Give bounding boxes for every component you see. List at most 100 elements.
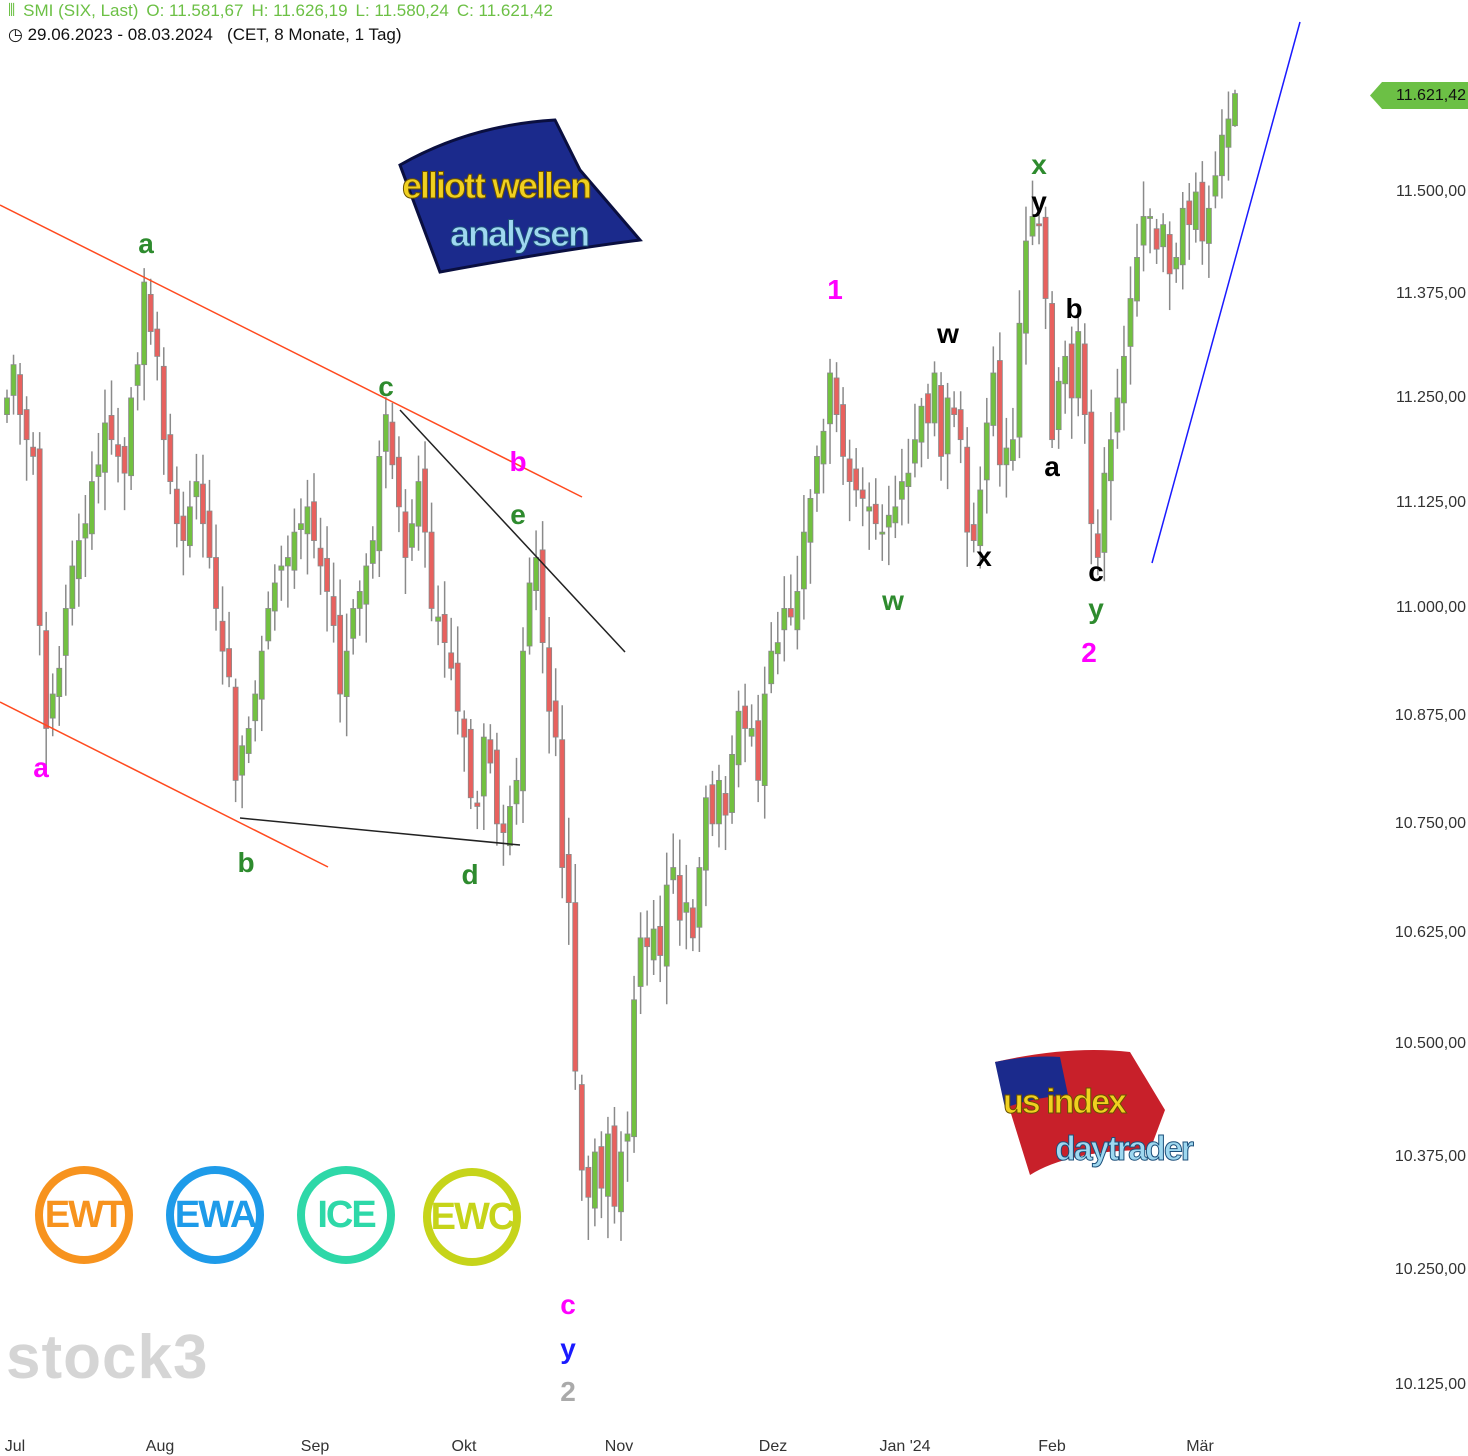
candle [800, 495, 807, 620]
candle [245, 716, 252, 764]
date-range[interactable]: 29.06.2023 - 08.03.2024 [27, 25, 213, 44]
candle-body [409, 523, 415, 548]
candle-body [624, 1133, 631, 1142]
candle [918, 397, 925, 468]
candle [1232, 89, 1238, 127]
wave-label: a [1044, 451, 1060, 482]
candle-body [265, 608, 272, 642]
candle [1121, 325, 1127, 431]
candle-body [905, 472, 912, 488]
candle [36, 432, 43, 656]
candle [356, 580, 363, 636]
candle [833, 362, 840, 433]
candle [565, 817, 572, 945]
candle-body [1186, 200, 1193, 226]
candle [402, 489, 409, 595]
candle [912, 403, 918, 478]
candle [108, 380, 115, 455]
candle [278, 545, 285, 601]
candle-body [846, 458, 853, 482]
candle [415, 455, 422, 551]
candle-body [219, 620, 226, 652]
candle-body [546, 647, 553, 712]
candle-body [62, 608, 69, 656]
candle [461, 710, 468, 772]
candle-body [337, 614, 344, 695]
candle [474, 790, 481, 830]
candle-body [774, 642, 781, 655]
candle-body [239, 745, 246, 776]
badge-text: EWA [174, 1193, 258, 1236]
candle-body [703, 797, 709, 871]
symbol-name[interactable]: SMI (SIX, Last) [23, 1, 139, 20]
candle-body [1147, 216, 1153, 219]
candle [885, 485, 892, 566]
y-tick-label: 10.125,00 [1394, 1376, 1466, 1394]
candle-body [1101, 472, 1108, 553]
candle [905, 438, 912, 524]
candle-body [474, 802, 481, 807]
candle [17, 363, 23, 445]
candle [1055, 367, 1062, 449]
candle-body [1140, 216, 1147, 246]
candle [990, 346, 997, 437]
candle-body [787, 608, 794, 618]
candle-body [1049, 303, 1056, 441]
candle [892, 475, 899, 539]
logo-text: elliott wellen [402, 165, 590, 206]
candle [853, 448, 860, 507]
candle [291, 508, 298, 589]
candle [409, 499, 415, 561]
candle [265, 591, 272, 650]
logo-text: daytrader [1055, 1130, 1194, 1168]
candle-body [709, 784, 716, 825]
candle-body [598, 1146, 605, 1189]
candle [761, 666, 768, 819]
candle [1147, 208, 1153, 254]
candle [173, 466, 180, 548]
candle-body [944, 397, 951, 455]
candle [480, 723, 487, 830]
candles-icon[interactable]: ⫴ [8, 1, 16, 20]
y-tick-label: 10.500,00 [1394, 1035, 1466, 1053]
candle-body [748, 728, 755, 737]
candle [605, 1116, 611, 1239]
candle [115, 407, 121, 483]
candle-body [402, 511, 409, 558]
candle [1205, 185, 1212, 278]
candle [226, 611, 232, 688]
candle [82, 495, 89, 578]
candle-body [957, 409, 964, 441]
candle-body [1114, 397, 1121, 433]
candle-body [141, 281, 148, 366]
candle [1219, 109, 1225, 199]
candle [180, 491, 187, 576]
candle [500, 804, 507, 866]
candle-body [1003, 447, 1010, 466]
badge-text: EWT [44, 1193, 125, 1236]
candle-body [226, 648, 232, 678]
candle-body [938, 385, 944, 457]
candle [200, 454, 206, 558]
candle-body [676, 875, 683, 921]
clock-icon: ◷ [8, 25, 23, 44]
wave-label: w [937, 318, 959, 349]
candle [996, 332, 1003, 487]
candle [1140, 181, 1147, 272]
candle [748, 704, 755, 747]
y-tick-label: 11.250,00 [1396, 388, 1466, 406]
candle [794, 555, 801, 650]
candle-body [128, 397, 135, 477]
candle-body [820, 430, 827, 465]
candle-body [422, 468, 428, 533]
candle [513, 757, 520, 825]
y-tick-label: 11.500,00 [1396, 183, 1466, 200]
candle [1114, 368, 1121, 449]
candle-body [330, 596, 337, 626]
candle-body [10, 364, 17, 396]
candle [663, 852, 670, 1005]
candle [232, 678, 239, 803]
candle-body [69, 565, 76, 609]
candle [618, 1131, 624, 1241]
